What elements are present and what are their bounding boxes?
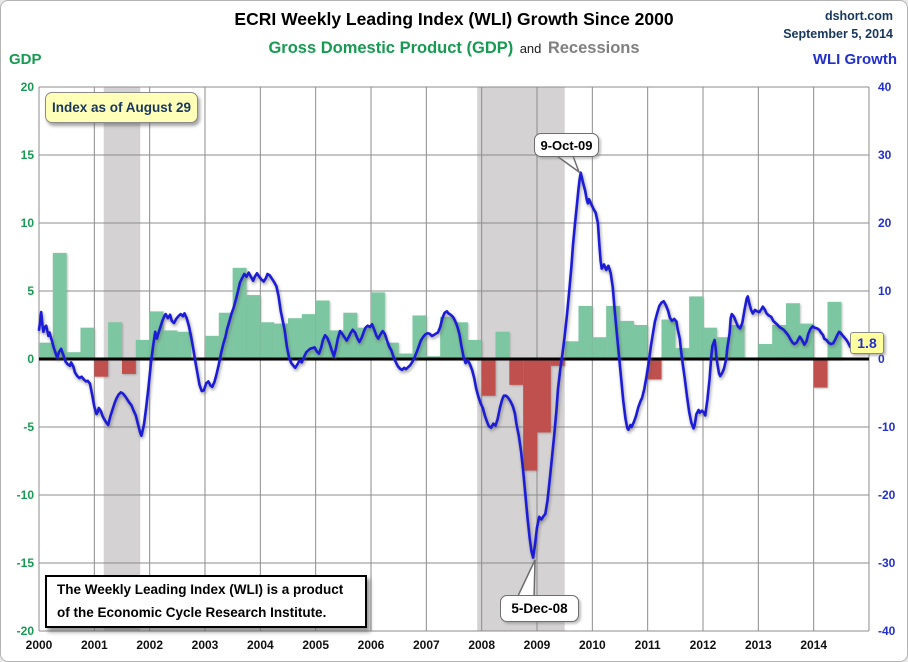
trough-date-callout: 5-Dec-08: [500, 595, 579, 622]
gdp-bar: [481, 359, 496, 396]
x-axis-tick: 2010: [579, 638, 606, 652]
gdp-bar: [827, 301, 842, 359]
gdp-bar: [288, 318, 302, 359]
gdp-bar: [578, 305, 593, 359]
wli-growth-line: [37, 171, 852, 559]
gdp-bar: [509, 359, 524, 385]
right-axis-title: WLI Growth: [812, 51, 897, 68]
x-axis-tick: 2003: [192, 638, 219, 652]
gdp-bar: [163, 330, 178, 359]
left-axis-tick: 10: [21, 216, 35, 230]
gdp-bar: [467, 339, 482, 359]
left-axis-tick: 5: [27, 284, 34, 298]
gdp-bar: [260, 322, 275, 359]
left-axis-tick: -20: [17, 624, 35, 638]
gdp-bar: [786, 303, 800, 359]
right-axis-tick: 20: [878, 216, 892, 230]
date-label: September 5, 2014: [783, 27, 893, 41]
gdp-bar: [523, 359, 537, 471]
x-axis-tick: 2013: [745, 638, 772, 652]
gdp-bar: [301, 314, 316, 359]
gdp-bar: [412, 315, 427, 359]
x-axis-tick: 2007: [413, 638, 440, 652]
gdp-bar: [537, 359, 551, 433]
gdp-bar: [398, 353, 413, 359]
gdp-bar: [108, 322, 122, 359]
gdp-bar: [592, 337, 607, 359]
gdp-bar: [66, 352, 81, 359]
gdp-bar: [758, 344, 773, 359]
x-axis-tick: 2011: [635, 638, 661, 652]
gdp-bar: [689, 296, 703, 359]
gdp-bar: [246, 295, 261, 359]
gdp-bar: [772, 325, 786, 359]
left-axis-tick: 0: [27, 352, 34, 366]
right-axis-tick: 10: [878, 284, 892, 298]
gdp-bar: [633, 325, 648, 359]
index-note-callout: Index as of August 29: [45, 92, 198, 123]
gdp-bar: [315, 300, 330, 359]
gdp-bar: [647, 359, 662, 380]
x-axis-tick: 2009: [524, 638, 551, 652]
gdp-bar: [232, 267, 247, 359]
x-axis-tick: 2008: [468, 638, 495, 652]
gdp-bar: [357, 327, 371, 359]
gdp-bar: [661, 319, 676, 359]
right-axis-tick: -20: [878, 488, 896, 502]
gdp-bar: [52, 252, 67, 359]
gdp-bar: [730, 325, 745, 359]
left-axis-tick: 15: [21, 148, 35, 162]
right-axis-tick: 40: [878, 80, 892, 94]
wli-info-line1: The Weekly Leading Index (WLI) is a prod…: [57, 582, 344, 598]
subtitle-recessions-label: Recessions: [547, 39, 640, 57]
left-axis-tick: -15: [17, 556, 35, 570]
left-axis-tick: -5: [23, 420, 34, 434]
x-axis-tick: 2006: [358, 638, 385, 652]
gdp-bar: [94, 359, 109, 377]
gdp-bar: [495, 331, 510, 359]
gdp-bar: [371, 292, 385, 359]
left-axis-tick: -10: [17, 488, 35, 502]
source-label: dshort.com: [824, 9, 893, 23]
chart-subtitle: Gross Domestic Product (GDP) and Recessi…: [1, 39, 907, 58]
gdp-bar: [39, 342, 53, 359]
right-axis-tick: -40: [878, 624, 896, 638]
x-axis-tick: 2002: [136, 638, 163, 652]
last-value-badge: 1.8: [850, 332, 884, 354]
gdp-bar: [135, 339, 150, 359]
x-axis-tick: 2005: [302, 638, 329, 652]
left-axis-tick: 20: [21, 80, 35, 94]
gdp-bar: [80, 327, 95, 359]
page-title: ECRI Weekly Leading Index (WLI) Growth S…: [234, 9, 674, 29]
peak-date-callout: 9-Oct-09: [534, 133, 599, 157]
right-axis-tick: 0: [878, 352, 885, 366]
gdp-bar: [564, 341, 579, 359]
x-axis-tick: 2004: [247, 638, 274, 652]
x-axis-tick: 2012: [690, 638, 717, 652]
right-axis-tick: -30: [878, 556, 896, 570]
gdp-bar: [177, 331, 192, 359]
gdp-bar: [813, 359, 828, 388]
gdp-bar: [703, 327, 717, 359]
wli-info-box: The Weekly Leading Index (WLI) is a prod…: [45, 575, 367, 628]
x-axis-tick: 2014: [800, 638, 827, 652]
gdp-bar: [440, 316, 454, 359]
gdp-bar: [550, 359, 565, 366]
subtitle-and-label: and: [519, 41, 542, 56]
gdp-bar: [205, 335, 219, 359]
gdp-bar: [122, 359, 136, 374]
x-axis-tick: 2000: [26, 638, 53, 652]
subtitle-gdp-label: Gross Domestic Product (GDP): [268, 39, 514, 57]
right-axis-tick: -10: [878, 420, 896, 434]
left-axis-title: GDP: [9, 51, 42, 68]
x-axis-tick: 2001: [81, 638, 108, 652]
gdp-bar: [620, 320, 634, 359]
wli-info-line2: of the Economic Cycle Research Institute…: [57, 604, 327, 620]
right-axis-tick: 30: [878, 148, 892, 162]
